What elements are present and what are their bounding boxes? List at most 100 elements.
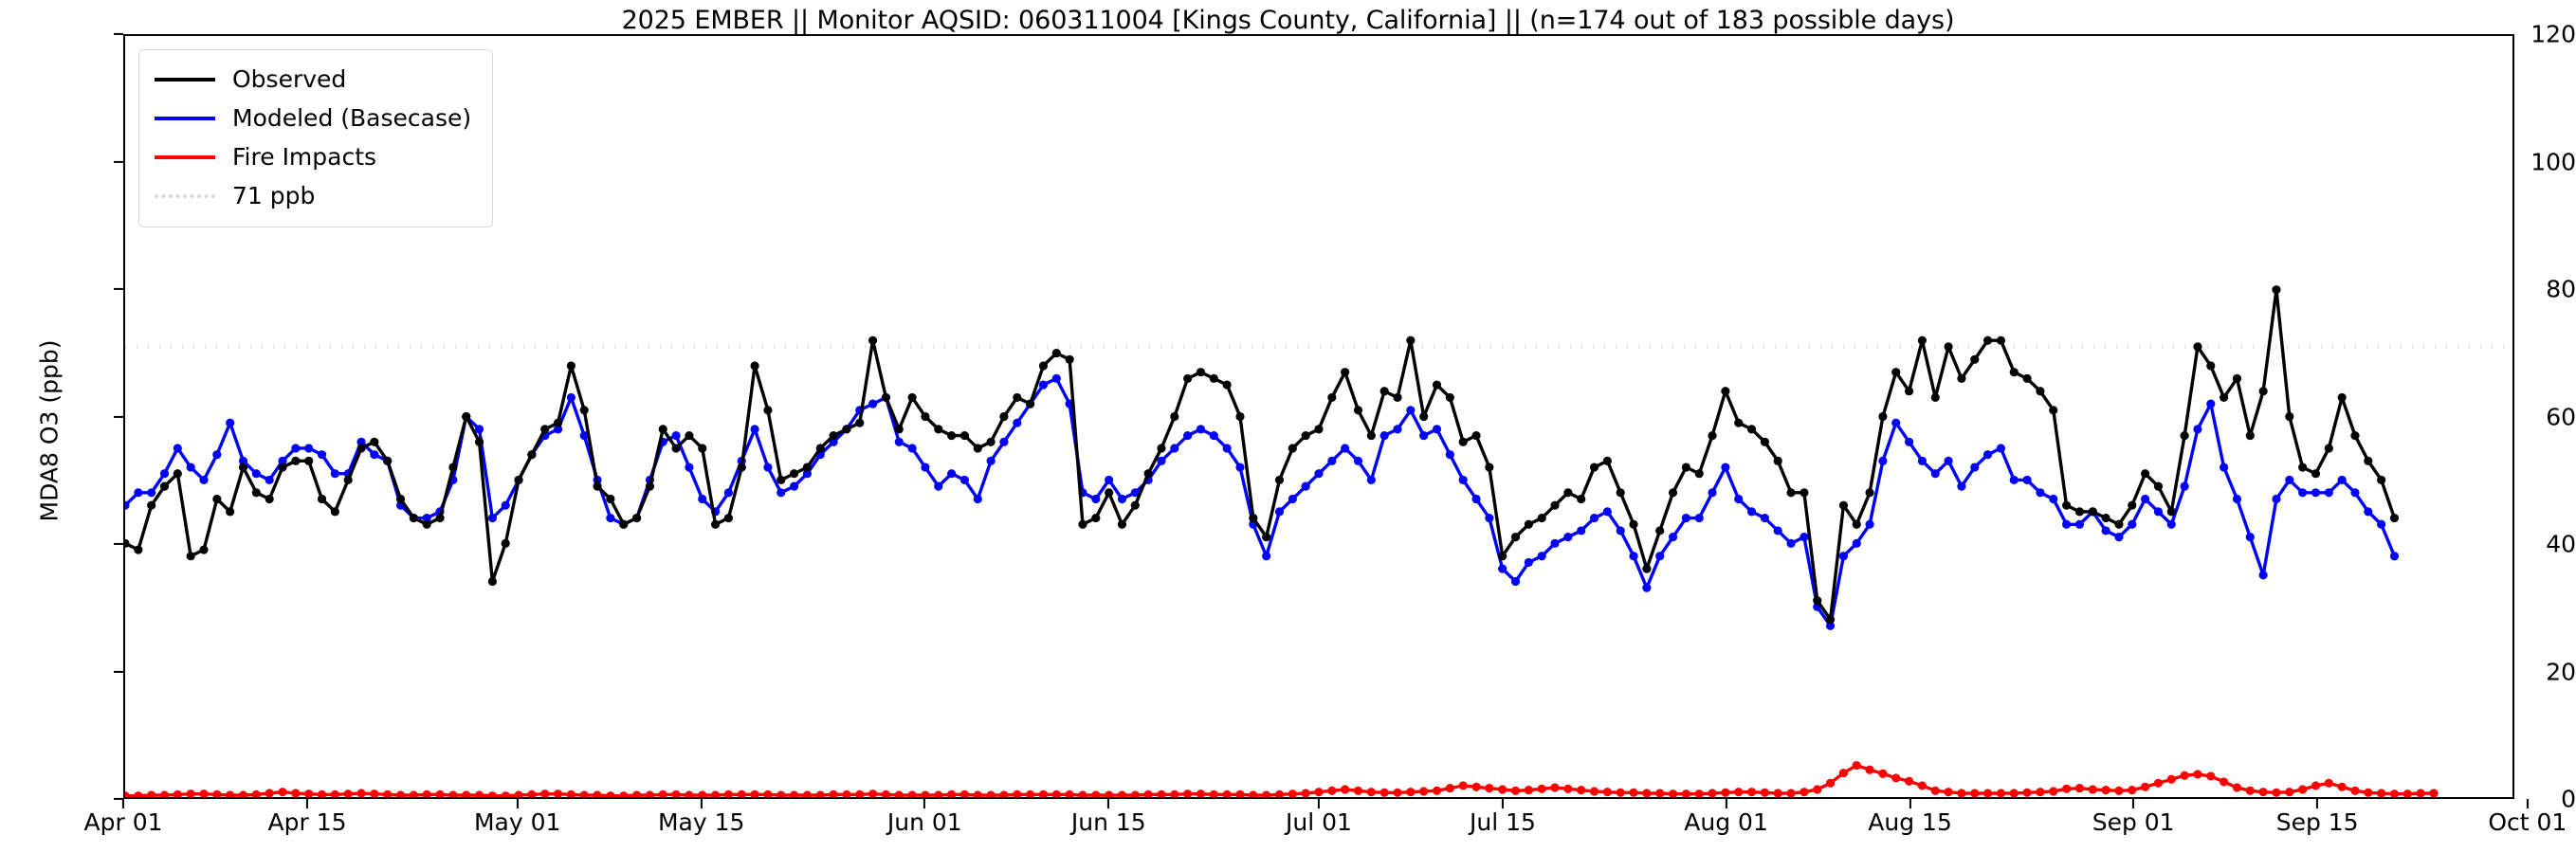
- data-point: [1642, 789, 1652, 797]
- data-point: [1458, 437, 1468, 446]
- data-point: [763, 406, 773, 415]
- data-point: [723, 789, 734, 797]
- legend-swatch-fire-impacts: [155, 147, 215, 168]
- series-group: [125, 285, 2439, 797]
- data-point: [238, 463, 248, 472]
- data-point: [1341, 368, 1350, 377]
- data-point: [2128, 519, 2137, 529]
- data-point: [776, 475, 786, 484]
- data-point: [2350, 431, 2360, 441]
- data-point: [606, 494, 615, 504]
- data-point: [723, 488, 734, 498]
- data-point: [1825, 615, 1836, 625]
- data-point: [1366, 788, 1376, 797]
- data-point: [907, 444, 917, 453]
- data-point: [1288, 444, 1297, 453]
- data-point: [2206, 771, 2216, 781]
- data-point: [1130, 790, 1140, 797]
- data-point: [829, 431, 838, 441]
- data-point: [1786, 538, 1796, 548]
- x-tick-label: Aug 01: [1684, 808, 1768, 836]
- data-point: [1026, 789, 1035, 797]
- data-point: [1629, 788, 1638, 797]
- data-point: [776, 488, 786, 498]
- data-point: [698, 444, 707, 453]
- x-tick-label: Jul 01: [1286, 808, 1352, 836]
- data-point: [1419, 431, 1429, 441]
- data-point: [527, 450, 537, 460]
- data-point: [1838, 500, 1849, 510]
- data-point: [1602, 456, 1612, 465]
- data-point: [1341, 444, 1350, 453]
- data-point: [1721, 387, 1730, 396]
- data-point: [2324, 444, 2333, 453]
- data-point: [1589, 787, 1599, 796]
- data-point: [1366, 475, 1376, 484]
- data-point: [1498, 785, 1507, 794]
- data-point: [159, 790, 170, 797]
- data-point: [2141, 782, 2150, 791]
- data-point: [842, 789, 851, 797]
- data-point: [134, 545, 143, 554]
- data-point: [1406, 788, 1416, 797]
- data-point: [304, 444, 314, 453]
- data-point: [566, 789, 575, 797]
- data-point: [1602, 788, 1612, 797]
- data-point: [2429, 789, 2439, 797]
- data-point: [278, 456, 287, 465]
- data-point: [750, 789, 759, 797]
- data-point: [2377, 475, 2386, 484]
- data-point: [1577, 494, 1586, 504]
- data-point: [723, 513, 734, 523]
- data-point: [2272, 788, 2281, 797]
- data-point: [2377, 519, 2386, 529]
- data-point: [1419, 411, 1429, 422]
- data-point: [317, 494, 327, 504]
- data-point: [409, 790, 418, 797]
- data-point: [2311, 488, 2321, 498]
- data-point: [1760, 788, 1769, 797]
- data-point: [973, 444, 982, 453]
- data-point: [2324, 778, 2333, 788]
- data-point: [1485, 784, 1494, 793]
- data-point: [1708, 431, 1717, 441]
- data-point: [1721, 463, 1730, 472]
- x-tick-mark: [2132, 799, 2135, 808]
- data-point: [304, 789, 314, 797]
- data-point: [186, 552, 195, 561]
- series-observed: [125, 285, 2400, 625]
- data-point: [2049, 406, 2058, 415]
- data-point: [330, 789, 339, 797]
- data-point: [2377, 789, 2386, 797]
- data-point: [1982, 450, 1993, 460]
- data-point: [501, 500, 510, 510]
- data-point: [317, 450, 327, 460]
- data-point: [1222, 789, 1232, 797]
- data-point: [2220, 777, 2229, 787]
- data-point: [1314, 788, 1324, 797]
- data-point: [2245, 533, 2255, 542]
- data-point: [815, 444, 825, 453]
- data-point: [842, 425, 851, 434]
- data-point: [540, 425, 550, 434]
- data-point: [2101, 526, 2110, 535]
- data-point: [1813, 595, 1822, 606]
- data-point: [487, 513, 497, 523]
- data-point: [1301, 431, 1310, 441]
- data-point: [1065, 789, 1074, 797]
- data-point: [1209, 373, 1218, 383]
- data-point: [370, 450, 379, 460]
- data-point: [1524, 519, 1533, 529]
- data-point: [1341, 785, 1350, 794]
- data-point: [330, 469, 339, 479]
- data-point: [1170, 444, 1179, 453]
- data-point: [1209, 431, 1218, 441]
- data-point: [173, 469, 182, 479]
- data-point: [1813, 785, 1822, 794]
- data-point: [2389, 513, 2400, 523]
- data-point: [1825, 621, 1836, 630]
- data-point: [1130, 500, 1140, 510]
- data-point: [1904, 387, 1914, 396]
- data-point: [1825, 778, 1836, 788]
- data-point: [2350, 786, 2360, 795]
